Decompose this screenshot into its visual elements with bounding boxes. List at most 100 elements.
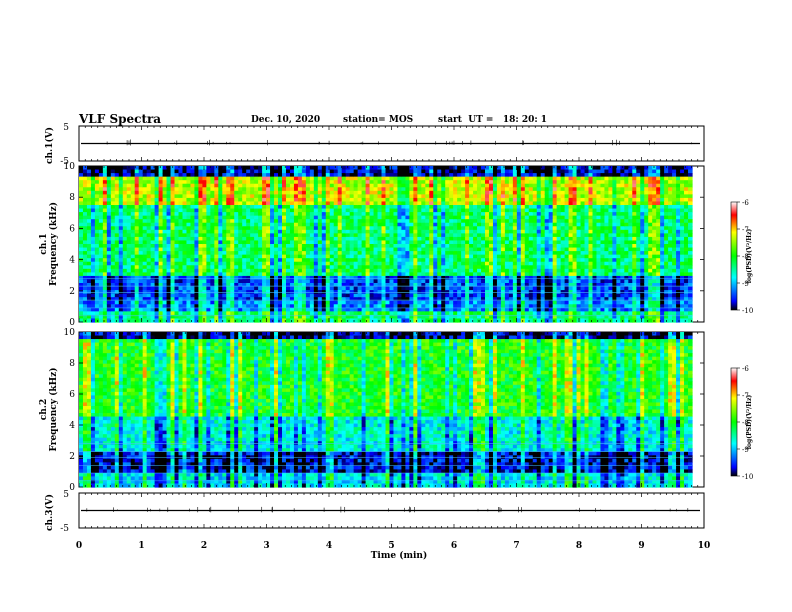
ch1-spectrogram-cell [413, 240, 418, 245]
ch1-spectrogram-cell [345, 314, 351, 320]
ch1-spectrogram-cell [409, 236, 414, 242]
ch1-spectrogram-cell [413, 304, 418, 309]
ch1-spectrogram-cell [377, 272, 383, 277]
ch1-spectrogram-cell [369, 236, 375, 242]
ch1-spectrogram-cell [369, 169, 375, 174]
ch1-spectrogram-cell [106, 205, 112, 210]
ch1-spectrogram-cell [170, 265, 176, 270]
ch1-spectrogram-cell [441, 240, 446, 245]
ch1-spectrogram-cell [118, 169, 124, 174]
ch1-spectrogram-cell [389, 311, 395, 316]
ch1-spectrogram-cell [429, 222, 434, 227]
ch1-spectrogram-cell [369, 311, 375, 316]
ch1-spectrogram-cell [122, 240, 128, 245]
ch1-spectrogram-cell [126, 265, 132, 270]
ch1-spectrogram-cell [198, 176, 203, 181]
ch1-spectrogram-cell [357, 208, 363, 213]
ch1-spectrogram-cell [178, 197, 184, 203]
ch1-spectrogram-cell [477, 233, 482, 238]
ch1-spectrogram-cell [433, 254, 438, 259]
ch1-spectrogram-cell [481, 176, 486, 181]
ch1-spectrogram-cell [488, 258, 494, 263]
ch1-spectrogram-cell [301, 300, 307, 305]
ch1-spectrogram-cell [504, 258, 510, 263]
ch1-spectrogram-cell [421, 197, 426, 203]
ch1-spectrogram-cell [90, 279, 96, 284]
ch1-spectrogram-cell [106, 173, 112, 178]
ch1-spectrogram-cell [106, 304, 112, 309]
ch1-spectrogram-cell [485, 233, 490, 238]
ch1-spectrogram-cell [329, 215, 335, 220]
ch1-spectrogram-cell [389, 205, 395, 210]
ch1-spectrogram-cell [365, 222, 371, 227]
ch1-spectrogram-cell [369, 258, 375, 263]
ch1-spectrogram-cell [473, 300, 478, 305]
ch1-spectrogram-cell [94, 169, 100, 174]
ch1-spectrogram-cell [194, 258, 200, 263]
ch1-spectrogram-cell [461, 314, 466, 320]
ch1-spectrogram-cell [409, 169, 414, 174]
ch1-spectrogram-cell [214, 314, 219, 320]
ch1-spectrogram-cell [226, 236, 231, 242]
ch1-spectrogram-cell [285, 283, 291, 288]
ch1-spectrogram-cell [246, 236, 251, 242]
ch1-spectrogram-cell [504, 251, 510, 256]
ch1-spectrogram-cell [389, 229, 395, 234]
ch1-spectrogram-cell [138, 205, 144, 210]
ch1-spectrogram-cell [182, 229, 188, 234]
ch1-spectrogram-cell [238, 258, 243, 263]
ch1-spectrogram-cell [182, 261, 188, 266]
ch1-spectrogram-cell [289, 236, 295, 242]
ch1-spectrogram-cell [301, 307, 307, 312]
ch1-spectrogram-cell [218, 283, 223, 288]
ch1-spectrogram-cell [353, 279, 359, 284]
ch1-spectrogram-cell [297, 286, 303, 291]
ch1-spectrogram-cell [118, 215, 124, 220]
ch1-spectrogram-cell [134, 208, 140, 213]
ch1-spectrogram-cell [90, 173, 96, 178]
ch1-spectrogram-cell [437, 187, 442, 192]
ch1-spectrogram-cell [178, 205, 184, 210]
ch1-spectrogram-cell [210, 300, 215, 305]
ch1-spectrogram-cell [317, 187, 323, 192]
ch1-spectrogram-cell [389, 244, 395, 249]
ch1-spectrogram-cell [106, 194, 112, 199]
ch1-spectrogram-cell [126, 180, 132, 185]
ch1-spectrogram-cell [106, 236, 112, 242]
ch1-spectrogram-cell [170, 247, 176, 252]
ch1-spectrogram-cell [274, 283, 279, 288]
ch1-spectrogram-cell [106, 244, 112, 249]
ch1-spectrogram-cell [405, 297, 410, 302]
ch1-spectrogram-cell [485, 169, 490, 174]
ch1-spectrogram-cell [186, 314, 192, 320]
ch1-spectrogram-cell [150, 286, 156, 291]
ch1-spectrogram-cell [305, 180, 311, 185]
ch1-spectrogram-cell [198, 169, 203, 174]
ch1-spectrogram-cell [230, 183, 235, 188]
ch1-spectrogram-cell [146, 251, 152, 256]
ch1-spectrogram-cell [94, 311, 100, 316]
ch1-spectrogram-cell [254, 205, 259, 210]
ch1-spectrogram-cell [270, 261, 275, 266]
ch1-spectrogram-cell [118, 268, 124, 273]
ch1-spectrogram-cell [154, 166, 160, 171]
ch1-spectrogram-cell [262, 226, 267, 231]
ch1-spectrogram-cell [477, 219, 482, 224]
ch1-spectrogram-cell [254, 190, 259, 195]
ch1-spectrogram-cell [504, 176, 510, 181]
ch1-spectrogram-cell [317, 166, 323, 171]
ch1-spectrogram-cell [381, 240, 387, 245]
ch1-spectrogram-cell [274, 190, 279, 195]
ch1-spectrogram-cell [230, 236, 235, 242]
ch1-spectrogram-cell [194, 183, 200, 188]
ch1-spectrogram-cell [90, 208, 96, 213]
ch1-spectrogram-cell [393, 222, 399, 227]
ch1-spectrogram-cell [349, 300, 355, 305]
ch1-spectrogram-cell [405, 258, 410, 263]
ch1-spectrogram-cell [106, 293, 112, 298]
ch1-spectrogram-cell [222, 236, 227, 242]
ch1-spectrogram-cell [349, 258, 355, 263]
ch1-spectrogram-cell [492, 205, 498, 210]
ch1-spectrogram-cell [102, 286, 108, 291]
ch1-spectrogram-cell [437, 183, 442, 188]
